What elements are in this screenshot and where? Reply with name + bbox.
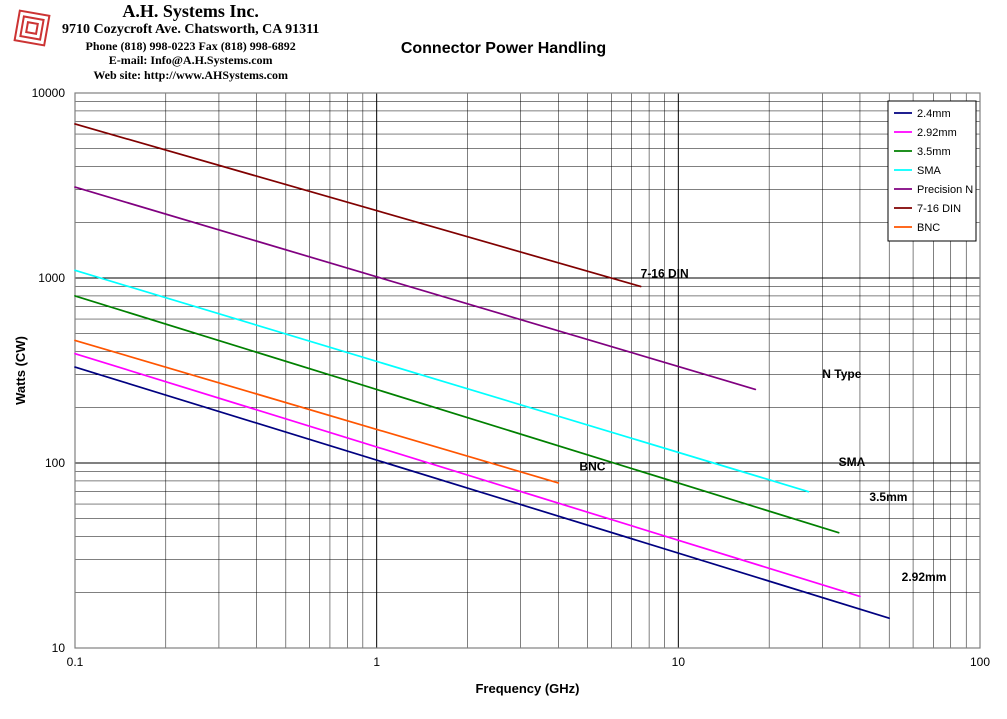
page-header: A.H. Systems Inc. 9710 Cozycroft Ave. Ch… [0, 0, 1007, 90]
company-web: Web site: http://www.AHSystems.com [62, 69, 319, 82]
legend-label-sma: SMA [917, 165, 942, 177]
chart-svg: 7-16 DIN N Type BNC SMA 3.5mm 2.92mm 0.1 1 10 100… [0, 88, 1007, 708]
xtick-label: 0.1 [67, 655, 84, 669]
ytick-label: 100 [45, 456, 65, 470]
xtick-label: 10 [672, 655, 686, 669]
xtick-label: 1 [373, 655, 380, 669]
y-axis-label: Watts (CW) [13, 336, 28, 405]
chart-title: Connector Power Handling [0, 40, 1007, 58]
legend-label-c292: 2.92mm [917, 127, 957, 139]
chart-container: 7-16 DIN N Type BNC SMA 3.5mm 2.92mm 0.1 1 10 100… [0, 88, 1007, 708]
legend-label-c24: 2.4mm [917, 108, 951, 120]
x-axis-label: Frequency (GHz) [475, 681, 579, 696]
legend-label-c35: 3.5mm [917, 146, 951, 158]
annotation-2: BNC [579, 459, 605, 473]
company-address: 9710 Cozycroft Ave. Chatsworth, CA 91311 [62, 23, 319, 38]
chart-legend: 2.4mm 2.92mm 3.5mm SMA Precision N 7-16 DIN BN… [888, 101, 976, 241]
legend-label-precn: Precision N [917, 184, 973, 196]
annotation-4: 3.5mm [869, 490, 907, 504]
legend-label-din: 7-16 DIN [917, 203, 961, 215]
ytick-label: 10000 [32, 88, 66, 100]
annotation-0: 7-16 DIN [641, 266, 689, 280]
xtick-label: 100 [970, 655, 990, 669]
company-name: A.H. Systems Inc. [62, 2, 319, 21]
annotation-1: N Type [822, 367, 861, 381]
page-root: A.H. Systems Inc. 9710 Cozycroft Ave. Ch… [0, 0, 1007, 719]
annotation-5: 2.92mm [902, 570, 947, 584]
legend-label-bnc: BNC [917, 222, 940, 234]
ytick-label: 10 [52, 641, 66, 655]
annotation-3: SMA [839, 455, 866, 469]
ytick-label: 1000 [38, 271, 65, 285]
